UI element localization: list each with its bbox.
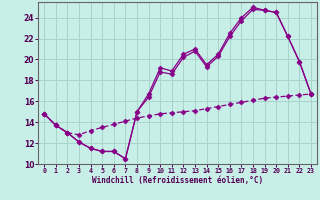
X-axis label: Windchill (Refroidissement éolien,°C): Windchill (Refroidissement éolien,°C): [92, 176, 263, 185]
